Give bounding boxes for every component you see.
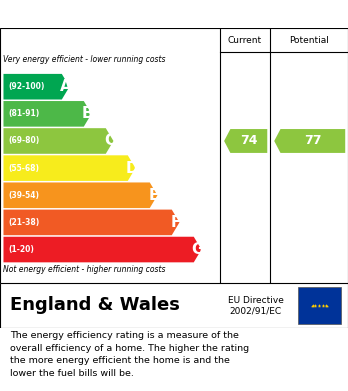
Text: Current: Current: [228, 36, 262, 45]
Text: G: G: [191, 242, 204, 257]
Polygon shape: [3, 101, 92, 127]
Text: Potential: Potential: [289, 36, 329, 45]
Polygon shape: [3, 237, 201, 262]
Polygon shape: [3, 183, 157, 208]
Text: (92-100): (92-100): [9, 82, 45, 91]
Text: Energy Efficiency Rating: Energy Efficiency Rating: [10, 7, 220, 22]
Bar: [298, 287, 341, 325]
Text: EU Directive
2002/91/EC: EU Directive 2002/91/EC: [228, 296, 284, 315]
Polygon shape: [3, 210, 180, 235]
Text: (69-80): (69-80): [9, 136, 40, 145]
Polygon shape: [3, 74, 70, 99]
Text: Not energy efficient - higher running costs: Not energy efficient - higher running co…: [3, 265, 166, 274]
Text: (81-91): (81-91): [9, 109, 40, 118]
Text: (39-54): (39-54): [9, 191, 40, 200]
Polygon shape: [274, 129, 345, 153]
Text: A: A: [60, 79, 71, 94]
Text: F: F: [171, 215, 181, 230]
Text: Very energy efficient - lower running costs: Very energy efficient - lower running co…: [3, 55, 166, 64]
Text: 77: 77: [304, 135, 322, 147]
Text: (55-68): (55-68): [9, 163, 40, 172]
Polygon shape: [3, 128, 113, 154]
Polygon shape: [3, 155, 135, 181]
Text: (21-38): (21-38): [9, 218, 40, 227]
Text: The energy efficiency rating is a measure of the
overall efficiency of a home. T: The energy efficiency rating is a measur…: [10, 331, 250, 378]
Text: England & Wales: England & Wales: [10, 296, 180, 314]
Text: B: B: [82, 106, 94, 121]
Text: E: E: [148, 188, 159, 203]
Text: (1-20): (1-20): [9, 245, 34, 254]
Text: C: C: [104, 133, 115, 149]
Polygon shape: [224, 129, 267, 153]
Text: D: D: [125, 161, 138, 176]
Text: 74: 74: [240, 135, 258, 147]
